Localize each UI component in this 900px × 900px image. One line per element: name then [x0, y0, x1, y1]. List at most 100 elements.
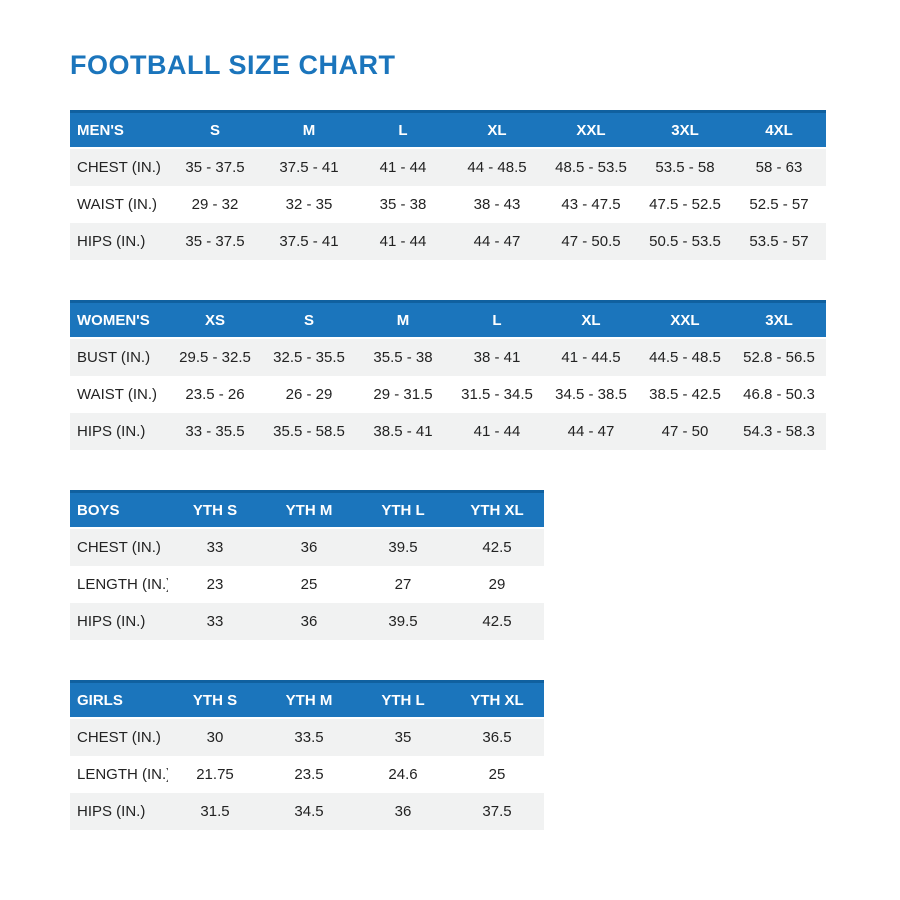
measurement-label: HIPS (IN.)	[77, 233, 146, 250]
value-cell: 35.5 - 58.5	[273, 423, 345, 440]
value-cell: 35.5 - 38	[373, 349, 433, 366]
value-cell: 39.5	[388, 613, 418, 630]
value-cell: 52.5 - 57	[749, 196, 809, 213]
size-header-cell: XS	[204, 311, 225, 329]
value-cell: 26 - 29	[285, 386, 333, 403]
value-cell: 35 - 37.5	[185, 233, 245, 250]
value-cell: 36	[394, 803, 412, 820]
size-header-cell: L	[398, 121, 408, 139]
size-header-cell: YTH S	[192, 691, 238, 709]
measurement-label: CHEST (IN.)	[77, 159, 161, 176]
size-header-cell: YTH M	[285, 501, 333, 519]
girls-table-header: GIRLS YTH S YTH M YTH L YTH XL	[70, 680, 544, 717]
size-header-cell: 3XL	[765, 311, 793, 329]
measurement-label: LENGTH (IN.)	[77, 766, 168, 783]
value-cell: 23	[206, 576, 224, 593]
size-header-cell: M	[302, 121, 316, 139]
table-row: LENGTH (IN.) 23 25 27 29	[70, 566, 544, 603]
table-title-cell: GIRLS	[77, 691, 123, 709]
value-cell: 25	[300, 576, 318, 593]
value-cell: 46.8 - 50.3	[743, 386, 815, 403]
size-header-cell: YTH XL	[470, 691, 524, 709]
table-title-cell: MEN'S	[77, 121, 124, 139]
size-header-cell: 4XL	[765, 121, 793, 139]
measurement-label: LENGTH (IN.)	[77, 576, 168, 593]
size-header-cell: XXL	[670, 311, 700, 329]
size-header-cell: YTH M	[285, 691, 333, 709]
value-cell: 41 - 44.5	[561, 349, 621, 366]
value-cell: 21.75	[196, 766, 234, 783]
value-cell: 29.5 - 32.5	[179, 349, 251, 366]
value-cell: 44.5 - 48.5	[649, 349, 721, 366]
value-cell: 32.5 - 35.5	[273, 349, 345, 366]
size-header-cell: M	[396, 311, 410, 329]
measurement-label: CHEST (IN.)	[77, 539, 161, 556]
value-cell: 33	[206, 539, 224, 556]
table-row: HIPS (IN.) 33 36 39.5 42.5	[70, 603, 544, 640]
table-row: CHEST (IN.) 30 33.5 35 36.5	[70, 719, 544, 756]
value-cell: 23.5 - 26	[185, 386, 245, 403]
value-cell: 29 - 32	[191, 196, 239, 213]
table-row: WAIST (IN.) 23.5 - 26 26 - 29 29 - 31.5 31.5…	[70, 376, 826, 413]
value-cell: 33.5	[294, 729, 324, 746]
value-cell: 48.5 - 53.5	[555, 159, 627, 176]
measurement-label: WAIST (IN.)	[77, 386, 157, 403]
table-row: BUST (IN.) 29.5 - 32.5 32.5 - 35.5 35.5 - 3…	[70, 339, 826, 376]
value-cell: 37.5 - 41	[279, 233, 339, 250]
size-header-cell: XL	[487, 121, 507, 139]
value-cell: 38.5 - 41	[373, 423, 433, 440]
mens-size-table: MEN'S S M L XL XXL 3XL 4XL CHEST (IN.) 35 - 37.5 3…	[70, 110, 826, 260]
table-row: LENGTH (IN.) 21.75 23.5 24.6 25	[70, 756, 544, 793]
value-cell: 39.5	[388, 539, 418, 556]
value-cell: 32 - 35	[285, 196, 333, 213]
table-row: HIPS (IN.) 35 - 37.5 37.5 - 41 41 - 44 44 - …	[70, 223, 826, 260]
value-cell: 38.5 - 42.5	[649, 386, 721, 403]
size-header-cell: 3XL	[671, 121, 699, 139]
value-cell: 41 - 44	[473, 423, 521, 440]
womens-table-header: WOMEN'S XS S M L XL XXL 3XL	[70, 300, 826, 337]
measurement-label: CHEST (IN.)	[77, 729, 161, 746]
value-cell: 44 - 47	[473, 233, 521, 250]
womens-size-table: WOMEN'S XS S M L XL XXL 3XL BUST (IN.) 29.5 - 32.…	[70, 300, 826, 450]
value-cell: 36	[300, 613, 318, 630]
value-cell: 36.5	[482, 729, 512, 746]
value-cell: 53.5 - 58	[655, 159, 715, 176]
value-cell: 33	[206, 613, 224, 630]
value-cell: 44 - 48.5	[467, 159, 527, 176]
value-cell: 35 - 38	[379, 196, 427, 213]
size-header-cell: S	[209, 121, 220, 139]
value-cell: 33 - 35.5	[185, 423, 245, 440]
size-header-cell: XL	[581, 311, 601, 329]
measurement-label: HIPS (IN.)	[77, 803, 146, 820]
value-cell: 53.5 - 57	[749, 233, 809, 250]
value-cell: 38 - 41	[473, 349, 521, 366]
value-cell: 29	[488, 576, 506, 593]
table-row: HIPS (IN.) 31.5 34.5 36 37.5	[70, 793, 544, 830]
girls-size-table: GIRLS YTH S YTH M YTH L YTH XL CHEST (IN.) 30 3…	[70, 680, 544, 830]
value-cell: 24.6	[388, 766, 418, 783]
table-title-cell: BOYS	[77, 501, 120, 519]
value-cell: 47 - 50	[661, 423, 709, 440]
table-row: WAIST (IN.) 29 - 32 32 - 35 35 - 38 38 - 43 4…	[70, 186, 826, 223]
size-header-cell: YTH L	[381, 501, 425, 519]
value-cell: 31.5 - 34.5	[461, 386, 533, 403]
mens-table-header: MEN'S S M L XL XXL 3XL 4XL	[70, 110, 826, 147]
measurement-label: WAIST (IN.)	[77, 196, 157, 213]
value-cell: 41 - 44	[379, 159, 427, 176]
value-cell: 29 - 31.5	[373, 386, 433, 403]
value-cell: 35	[394, 729, 412, 746]
size-chart-tables: MEN'S S M L XL XXL 3XL 4XL CHEST (IN.) 35 - 37.5 3…	[70, 110, 830, 830]
size-header-cell: YTH XL	[470, 501, 524, 519]
value-cell: 31.5	[200, 803, 230, 820]
measurement-label: BUST (IN.)	[77, 349, 151, 366]
value-cell: 52.8 - 56.5	[743, 349, 815, 366]
table-row: CHEST (IN.) 35 - 37.5 37.5 - 41 41 - 44 44 -…	[70, 149, 826, 186]
value-cell: 30	[206, 729, 224, 746]
value-cell: 35 - 37.5	[185, 159, 245, 176]
size-header-cell: XXL	[576, 121, 606, 139]
value-cell: 58 - 63	[755, 159, 803, 176]
size-header-cell: S	[303, 311, 314, 329]
value-cell: 43 - 47.5	[561, 196, 621, 213]
page-title: FOOTBALL SIZE CHART	[70, 50, 396, 80]
